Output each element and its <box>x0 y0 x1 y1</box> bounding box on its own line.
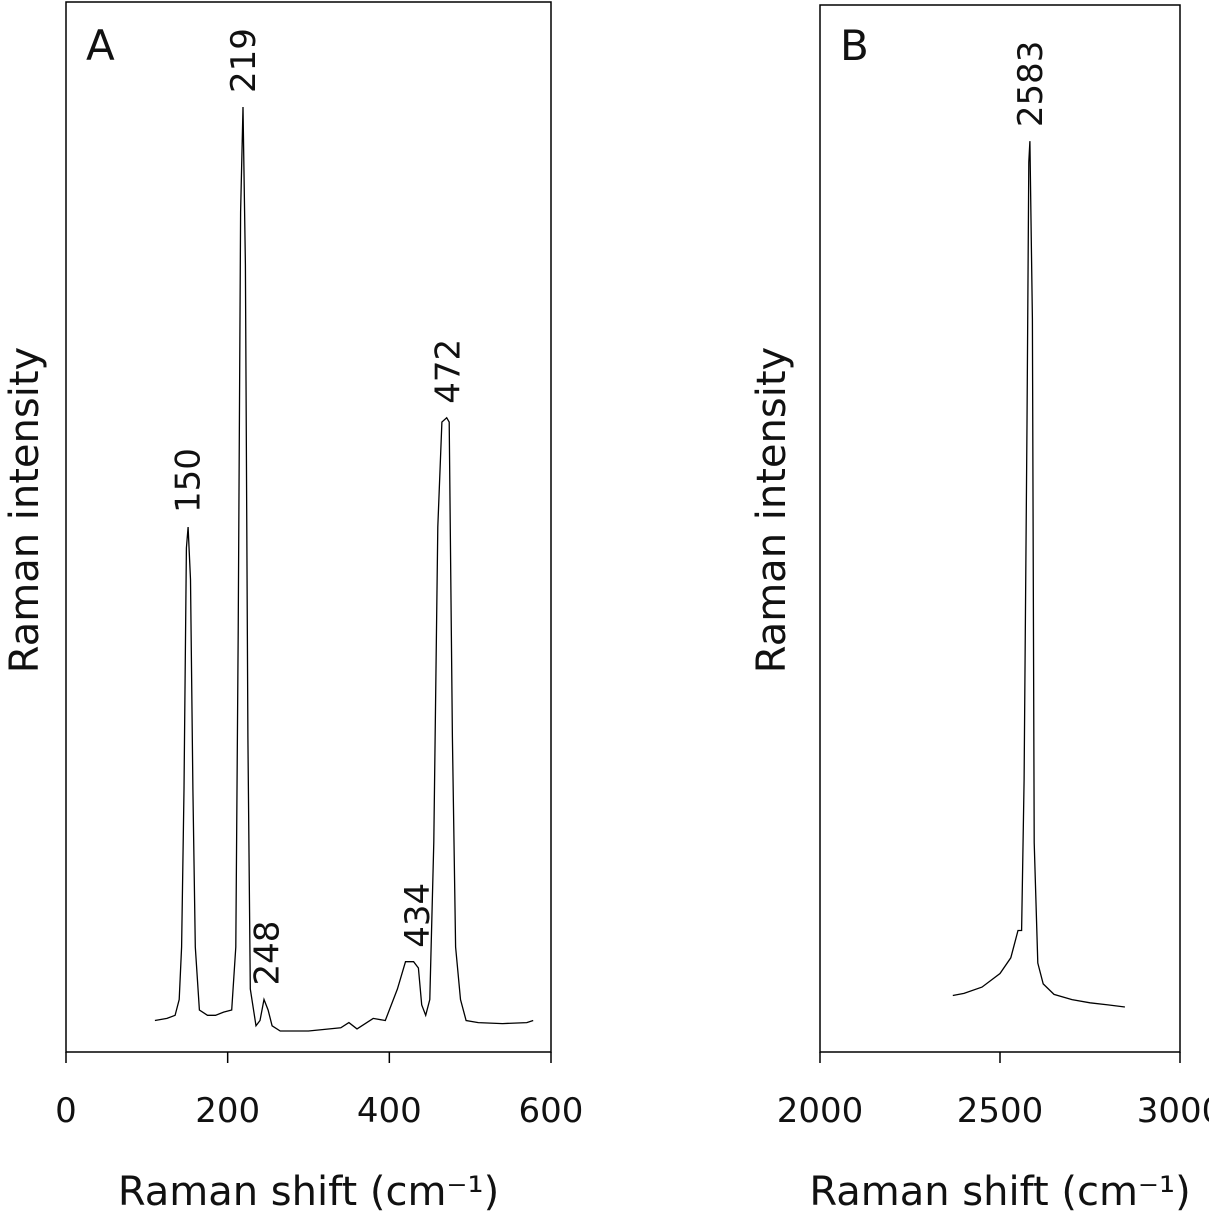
spectrum-line <box>154 106 534 1032</box>
peak-label: 150 <box>168 448 208 513</box>
x-axis-label: Raman shift (cm⁻¹) <box>118 1169 499 1215</box>
peak-label: 472 <box>429 339 469 404</box>
panel-label: A <box>86 21 115 70</box>
peak-label: 2583 <box>1011 41 1051 128</box>
x-tick-label: 2000 <box>777 1091 864 1131</box>
plot-frame <box>65 1 552 1053</box>
plot-frame <box>819 4 1181 1053</box>
spectrum-line <box>952 141 1125 1008</box>
x-tick-label: 2500 <box>957 1091 1044 1131</box>
y-axis-label: Raman intensity <box>749 347 795 673</box>
peak-label: 434 <box>398 883 438 948</box>
x-tick-label: 0 <box>55 1091 77 1131</box>
x-axis-label: Raman shift (cm⁻¹) <box>809 1169 1190 1215</box>
peak-label: 248 <box>247 921 287 986</box>
x-tick-label: 600 <box>519 1091 584 1131</box>
panel-label: B <box>840 21 869 70</box>
y-axis-label: Raman intensity <box>2 347 48 673</box>
peak-label: 219 <box>224 28 264 93</box>
x-tick-label: 200 <box>195 1091 260 1131</box>
x-tick-label: 400 <box>357 1091 422 1131</box>
x-tick-label: 3000 <box>1137 1091 1209 1131</box>
